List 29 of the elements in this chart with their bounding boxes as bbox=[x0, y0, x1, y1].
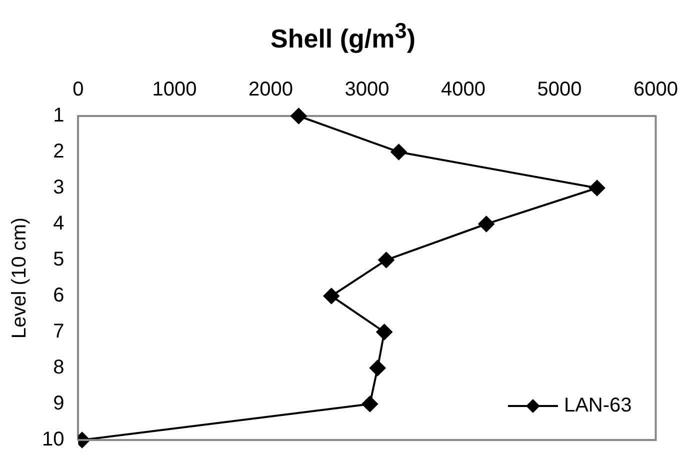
point bbox=[362, 396, 378, 412]
y-tick-label: 6 bbox=[53, 284, 64, 307]
x-tick-label: 6000 bbox=[634, 78, 678, 101]
y-tick-label: 10 bbox=[42, 428, 64, 451]
y-axis-title: Level (10 cm) bbox=[8, 217, 31, 339]
point bbox=[390, 144, 407, 160]
point bbox=[378, 252, 394, 268]
x-tick-label: 3000 bbox=[344, 78, 390, 101]
point bbox=[370, 360, 386, 376]
x-tick-label: 0 bbox=[72, 78, 84, 101]
x-tick-label: 1000 bbox=[152, 78, 197, 101]
y-tick-label: 5 bbox=[53, 248, 64, 271]
y-tick-label: 1 bbox=[53, 104, 64, 127]
y-tick-label: 8 bbox=[53, 356, 64, 379]
y-tick-label: 2 bbox=[53, 140, 64, 163]
point bbox=[290, 108, 307, 124]
x-tick-label: 2000 bbox=[248, 78, 293, 101]
x-tick-label: 5000 bbox=[537, 78, 582, 101]
chart-title: Shell (g/m$^{3}$) bbox=[270, 18, 416, 55]
legend-label: LAN-63 bbox=[564, 394, 632, 417]
x-tick-label: 4000 bbox=[441, 78, 486, 101]
point bbox=[589, 180, 606, 196]
point bbox=[323, 288, 340, 304]
point bbox=[478, 216, 494, 232]
y-tick-label: 9 bbox=[53, 392, 64, 415]
y-tick-label: 7 bbox=[53, 320, 64, 343]
y-tick-label: 3 bbox=[53, 176, 64, 199]
y-tick-label: 4 bbox=[53, 212, 64, 235]
point bbox=[376, 324, 392, 340]
